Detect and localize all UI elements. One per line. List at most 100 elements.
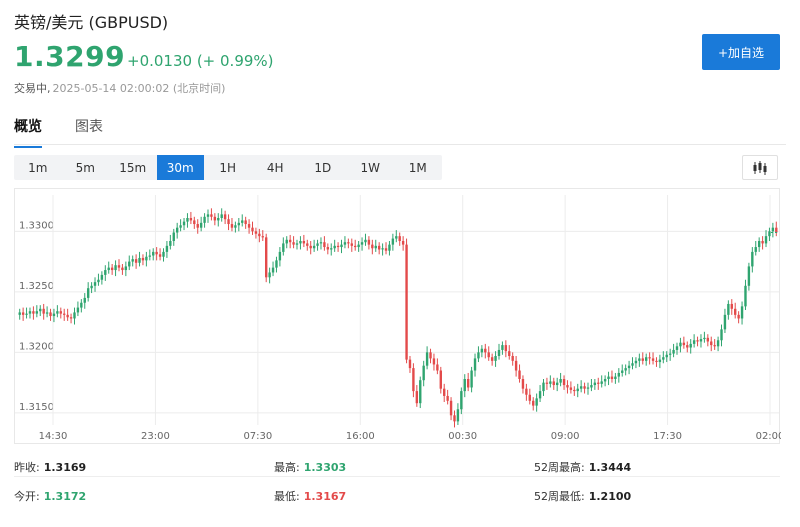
candle-body	[583, 386, 586, 389]
stat-low: 最低: 1.3167	[274, 490, 347, 503]
period-15m[interactable]: 15m	[119, 160, 147, 175]
candle-body	[152, 251, 155, 256]
candle-body	[18, 312, 21, 315]
period-5m[interactable]: 5m	[75, 160, 95, 175]
candle-body	[744, 285, 747, 307]
candle-body	[134, 259, 138, 263]
add-to-watchlist-button[interactable]: +加自选	[702, 34, 780, 70]
candle-body	[107, 267, 110, 271]
candle-body	[333, 245, 336, 249]
candle-body	[97, 279, 100, 283]
candle-body	[100, 274, 104, 280]
candle-body	[268, 272, 271, 278]
x-tick-label: 23:00	[141, 431, 170, 442]
tab-chart[interactable]: 图表	[75, 119, 103, 135]
period-1d[interactable]: 1D	[314, 160, 332, 175]
candle-body	[306, 243, 309, 246]
candle-body	[145, 256, 148, 261]
candle-body	[155, 251, 158, 255]
candle-body	[494, 356, 497, 361]
candle-body	[490, 357, 494, 361]
candle-body	[401, 241, 405, 245]
stats-row: 今开: 1.3172 最低: 1.3167 52周最低: 1.2100	[14, 487, 780, 505]
tab-overview[interactable]: 概览	[14, 116, 42, 148]
candle-body	[21, 312, 25, 315]
period-1w[interactable]: 1W	[360, 160, 381, 175]
y-tick-label: 1.3300	[19, 220, 54, 231]
candle-body	[662, 357, 665, 360]
candle-body	[186, 218, 189, 222]
candle-body	[686, 345, 689, 348]
candle-body	[679, 342, 682, 347]
candle-body	[425, 352, 429, 366]
period-30m[interactable]: 30m	[156, 155, 204, 180]
candle-body	[254, 231, 258, 234]
candle-body	[39, 308, 42, 312]
candle-body	[672, 349, 675, 354]
candle-body	[747, 266, 751, 286]
period-1mo[interactable]: 1M	[408, 160, 427, 175]
stat-52w-low: 52周最低: 1.2100	[534, 490, 632, 503]
price-chart[interactable]: 1.3300 1.3250 1.3200 1.3150 14:30 23:00 07:30 1…	[14, 188, 781, 444]
candle-body	[480, 348, 484, 353]
candle-body	[278, 251, 282, 261]
candle-body	[336, 245, 340, 248]
candle-body	[319, 242, 323, 244]
candle-body	[603, 379, 607, 382]
stat-high: 最高: 1.3303	[274, 461, 347, 474]
candle-body	[439, 370, 442, 389]
candle-body	[323, 242, 326, 248]
candle-body	[473, 358, 477, 371]
period-1m[interactable]: 1m	[28, 160, 48, 175]
candle-body	[631, 363, 634, 366]
candle-body	[367, 239, 371, 245]
candle-body	[665, 354, 668, 358]
x-tick-label: 16:00	[346, 431, 375, 442]
candle-body	[617, 372, 621, 377]
candle-body	[206, 214, 210, 217]
candle-body	[586, 387, 590, 389]
candle-body	[244, 220, 247, 225]
candle-body	[730, 303, 733, 309]
candle-body	[90, 285, 93, 289]
y-tick-label: 1.3250	[19, 281, 54, 292]
candle-body	[179, 225, 182, 228]
candle-body	[261, 236, 264, 238]
candle-body	[655, 360, 658, 363]
candle-body	[549, 381, 552, 384]
candle-body	[237, 222, 241, 226]
candle-body	[477, 352, 480, 359]
candle-body	[429, 352, 432, 359]
candle-body	[525, 388, 528, 395]
trading-status: 交易中, 2025-05-14 02:00:02 (北京时间)	[14, 80, 225, 96]
candle-body	[172, 232, 175, 241]
candle-body	[645, 357, 648, 361]
candle-body	[165, 245, 169, 252]
period-4h[interactable]: 4H	[266, 160, 284, 175]
candle-body	[703, 337, 706, 340]
candle-body	[692, 340, 696, 344]
candle-body	[737, 314, 740, 319]
candle-body	[241, 220, 244, 223]
candle-body	[552, 381, 555, 386]
candle-body	[699, 339, 703, 342]
candle-body	[610, 376, 614, 379]
candle-body	[573, 389, 576, 392]
candle-body	[710, 341, 713, 346]
candle-body	[104, 270, 107, 275]
candle-body	[357, 244, 360, 248]
period-1h[interactable]: 1H	[219, 160, 237, 175]
candle-body	[621, 370, 624, 373]
candle-body	[388, 244, 391, 251]
chart-type-button[interactable]	[742, 155, 778, 180]
candle-body	[751, 251, 754, 267]
candle-body	[227, 219, 230, 225]
candle-body	[210, 214, 213, 217]
candle-body	[196, 224, 199, 228]
candle-body	[675, 346, 679, 350]
candle-body	[299, 241, 302, 244]
candle-body	[275, 260, 278, 268]
candle-body	[398, 236, 401, 241]
x-tick-label: 02:00	[756, 431, 781, 442]
x-tick-label: 17:30	[653, 431, 682, 442]
